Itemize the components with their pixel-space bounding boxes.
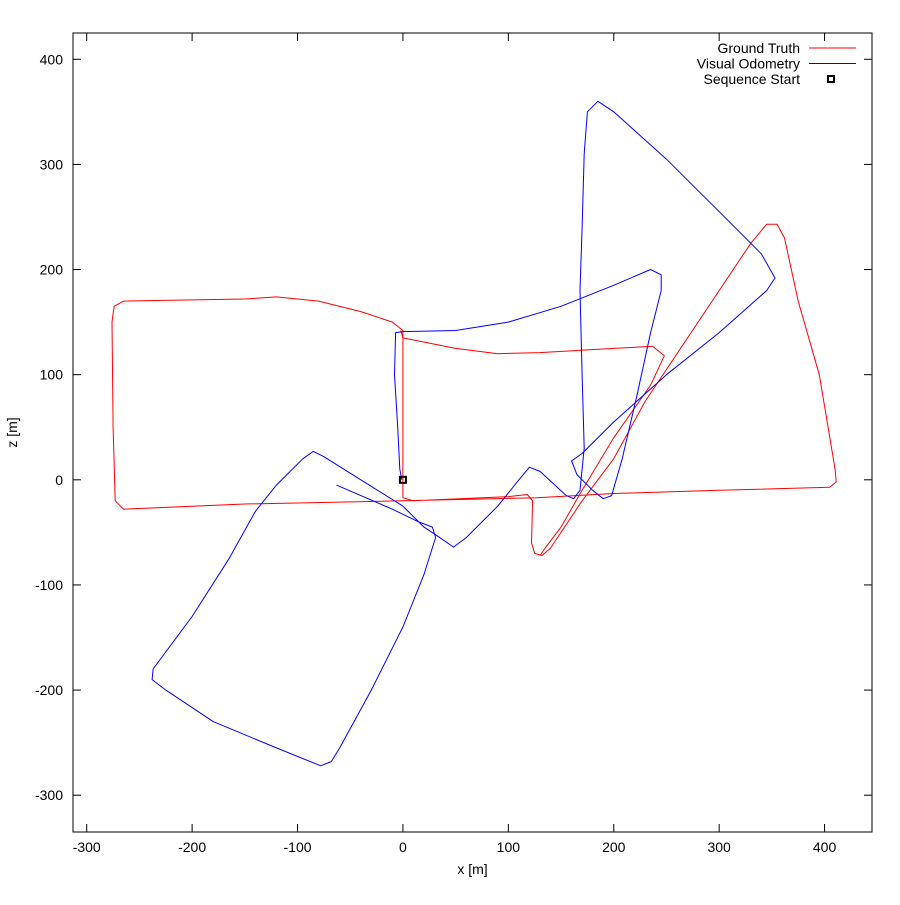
- y-axis-label: z [m]: [4, 417, 20, 447]
- series-line-2: [151, 100, 776, 767]
- x-tick-label: 200: [602, 839, 626, 855]
- marker-layer: [398, 475, 407, 484]
- legend-swatch: [827, 75, 835, 83]
- series-layer: [111, 100, 837, 767]
- y-tick-label: -200: [35, 682, 63, 698]
- series-line-0: [111, 223, 837, 556]
- x-tick-label: 100: [497, 839, 521, 855]
- tick-layer: -300 -200 -100 0 100 200 300 400 -300 -200 -100 0 10…: [35, 33, 872, 855]
- y-tick-label: 300: [40, 156, 64, 172]
- sequence-start-marker: [398, 475, 407, 484]
- x-tick-label: 300: [707, 839, 731, 855]
- series-line-1: [400, 330, 665, 556]
- x-tick-label: -300: [73, 839, 101, 855]
- x-tick-label: 400: [813, 839, 837, 855]
- y-tick-label: 200: [40, 262, 64, 278]
- x-tick-label: 0: [399, 839, 407, 855]
- x-axis-label: x [m]: [457, 861, 487, 877]
- x-tick-label: -200: [178, 839, 206, 855]
- x-tick-label: -100: [284, 839, 312, 855]
- y-tick-label: -100: [35, 577, 63, 593]
- legend-label: Sequence Start: [703, 71, 800, 87]
- legend-label: Visual Odometry: [697, 56, 800, 72]
- y-tick-label: 0: [55, 472, 63, 488]
- y-tick-label: -300: [35, 787, 63, 803]
- legend-label: Ground Truth: [718, 40, 801, 56]
- plot-frame: [72, 32, 873, 833]
- y-tick-label: 100: [40, 367, 64, 383]
- y-tick-label: 400: [40, 51, 64, 67]
